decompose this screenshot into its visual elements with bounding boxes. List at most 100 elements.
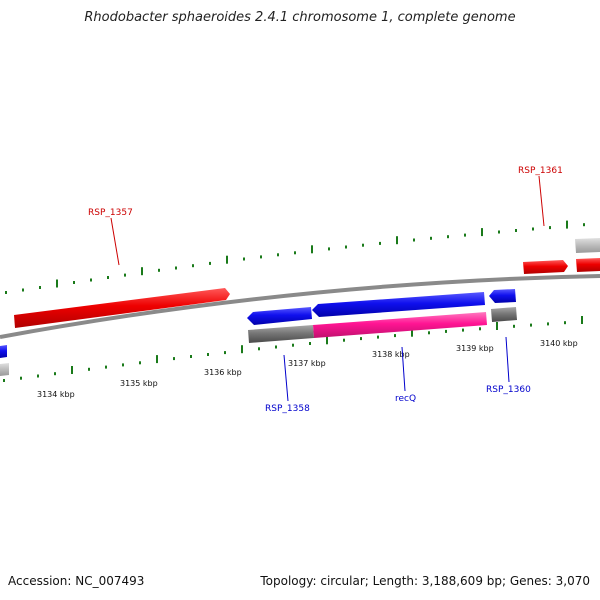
gene-label-rsp-1357[interactable]: RSP_1357 [88,208,133,218]
scale-tick-minor [498,230,500,234]
scale-tick-minor [377,335,379,339]
scale-tick-minor [447,235,449,239]
scale-tick-minor [173,357,175,361]
scale-tick-minor [73,281,75,284]
map-title: Rhodobacter sphaeroides 2.4.1 chromosome… [84,10,516,25]
scale-tick-minor [362,243,364,247]
leader-recq [401,346,406,392]
scale-tick-minor [294,251,296,255]
product-bar-recq[interactable] [313,312,487,338]
scale-tick-major [396,236,398,245]
scale-tick-minor [90,278,92,282]
scale-tick-minor [243,257,245,261]
scale-tick-minor [379,241,381,245]
scale-tick-minor [258,347,260,351]
scale-tick-major [141,267,143,276]
scale-tick-minor [564,321,566,325]
kbp-label: 3135 kbp [120,379,158,388]
scale-tick-minor [462,328,464,332]
scale-tick-major [156,355,158,364]
leader-rsp-1358 [283,354,289,402]
scale-tick-minor [277,253,279,257]
gene-reverse-blue-edge[interactable] [0,345,7,358]
scale-tick-major [481,228,483,237]
genome-backbone [0,274,600,339]
scale-tick-minor [175,266,177,270]
gene-recq[interactable] [312,292,485,317]
kbp-label: 3138 kbp [372,350,410,359]
gene-rsp-1360[interactable] [489,289,516,303]
scale-tick-minor [3,379,5,382]
leader-rsp-1360 [505,336,510,383]
gene-rsp-1357[interactable] [14,288,230,328]
gene-label-rsp-1361[interactable]: RSP_1361 [518,166,563,176]
scale-tick-minor [224,351,226,355]
scale-tick-major [226,255,228,264]
scale-tick-minor [122,363,124,367]
kbp-label: 3136 kbp [204,368,242,377]
scale-tick-major [56,279,58,288]
scale-tick-minor [530,323,532,327]
scale-tick-minor [107,276,109,279]
scale-tick-minor [105,365,107,369]
leader-rsp-1361 [538,175,545,227]
kbp-label: 3137 kbp [288,359,326,368]
scale-tick-minor [207,353,209,356]
gene-reverse-grey-edge[interactable] [0,363,9,376]
scale-tick-minor [20,376,22,380]
scale-tick-minor [547,322,549,326]
scale-tick-minor [39,286,41,289]
scale-tick-minor [513,324,515,328]
scale-tick-minor [192,264,194,268]
scale-tick-minor [292,343,294,347]
scale-tick-minor [583,223,585,227]
scale-tick-major [411,328,413,337]
scale-tick-minor [430,236,432,240]
scale-tick-minor [5,291,7,294]
scale-tick-minor [345,245,347,249]
gene-forward-red-edge[interactable] [576,258,600,272]
gene-forward-grey-edge[interactable] [575,238,600,253]
scale-tick-minor [343,338,345,342]
scale-tick-minor [479,327,481,331]
gene-label-rsp-1358[interactable]: RSP_1358 [265,404,310,414]
scale-tick-minor [549,226,551,230]
rna-bar-rsp-1358[interactable] [248,325,314,343]
scale-tick-minor [22,288,24,292]
scale-tick-minor [413,238,415,242]
gene-rsp-1358[interactable] [247,307,312,325]
scale-tick-minor [464,233,466,237]
scale-tick-minor [275,345,277,349]
scale-tick-minor [54,372,56,376]
gene-label-rsp-1360[interactable]: RSP_1360 [486,385,531,395]
scale-tick-minor [360,337,362,341]
kbp-label: 3140 kbp [540,339,578,348]
scale-tick-major [311,245,313,254]
scale-tick-minor [260,255,262,259]
scale-tick-major [241,345,243,354]
rna-bar-rsp-1360[interactable] [491,307,517,322]
scale-tick-minor [37,374,39,378]
scale-tick-major [496,322,498,330]
kbp-label: 3139 kbp [456,344,494,353]
scale-tick-major [326,336,328,345]
kbp-label: 3134 kbp [37,390,75,399]
scale-tick-minor [445,329,447,333]
scale-tick-major [581,316,583,324]
scale-tick-major [71,366,73,374]
scale-tick-minor [532,227,534,231]
scale-tick-minor [309,342,311,345]
gene-forward-red[interactable] [523,260,568,274]
scale-ticks [3,220,585,382]
genome-summary: Topology: circular; Length: 3,188,609 bp… [260,574,590,588]
scale-tick-minor [515,229,517,232]
scale-tick-minor [190,355,192,358]
gene-label-recq[interactable]: recQ [395,394,416,404]
scale-tick-major [566,220,568,229]
scale-tick-minor [209,261,211,265]
scale-tick-minor [158,268,160,272]
scale-tick-minor [124,273,126,277]
scale-tick-minor [88,367,90,371]
leader-rsp-1357 [110,217,120,266]
